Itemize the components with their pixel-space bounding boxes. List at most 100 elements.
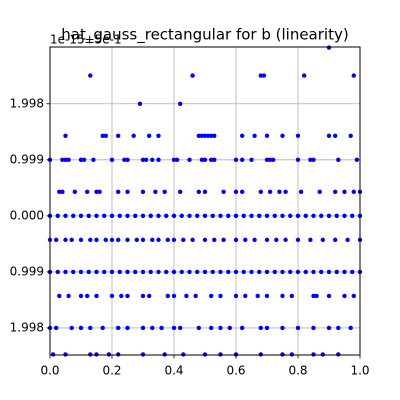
point xyxy=(78,157,84,163)
point xyxy=(91,157,96,163)
point xyxy=(187,157,192,163)
point xyxy=(243,237,248,243)
point xyxy=(165,293,170,299)
point xyxy=(342,269,347,275)
point xyxy=(354,157,360,163)
point xyxy=(350,269,355,275)
point xyxy=(174,157,180,163)
offset-text: 1e-15+5e-1 xyxy=(50,33,122,47)
point xyxy=(333,237,338,243)
point xyxy=(125,293,130,299)
point xyxy=(257,269,262,275)
point xyxy=(179,269,184,275)
point xyxy=(102,213,107,219)
point xyxy=(336,325,341,331)
point xyxy=(264,293,270,299)
point xyxy=(303,269,308,275)
point xyxy=(116,189,121,195)
point xyxy=(184,293,189,299)
point xyxy=(103,133,109,139)
point xyxy=(150,237,155,243)
point xyxy=(164,269,169,275)
point xyxy=(272,269,277,275)
x-tick-label: 0.2 xyxy=(102,364,121,378)
point xyxy=(150,325,155,331)
point xyxy=(212,157,217,163)
point xyxy=(153,189,158,195)
y-tick-label: 0.999 xyxy=(10,264,44,278)
point xyxy=(140,352,146,357)
point xyxy=(171,325,177,331)
point xyxy=(233,293,239,299)
point xyxy=(106,352,112,357)
point xyxy=(258,352,263,357)
point xyxy=(196,133,201,139)
point xyxy=(78,237,84,243)
ticks: 0.0 0.2 0.4 0.6 0.8 1.0 1.998 0.999 0.000 0.999 1.… xyxy=(10,96,370,377)
point xyxy=(78,213,84,219)
point xyxy=(199,133,205,139)
point xyxy=(289,293,294,299)
point xyxy=(249,269,254,275)
point xyxy=(202,157,208,163)
point xyxy=(85,293,90,299)
axes-frame xyxy=(49,46,361,356)
point xyxy=(54,325,59,331)
point xyxy=(81,157,87,163)
point xyxy=(240,189,245,195)
point xyxy=(103,237,109,243)
point xyxy=(233,157,239,163)
point xyxy=(240,325,245,331)
point xyxy=(159,325,164,331)
point xyxy=(71,269,76,275)
point xyxy=(57,293,62,299)
point xyxy=(336,157,341,163)
point xyxy=(280,325,285,331)
point xyxy=(326,269,332,275)
point xyxy=(311,157,316,163)
point xyxy=(54,237,59,243)
point xyxy=(94,293,99,299)
point xyxy=(233,352,239,357)
point xyxy=(233,269,239,275)
point xyxy=(258,189,263,195)
point xyxy=(264,237,270,243)
point xyxy=(109,293,115,299)
point xyxy=(102,269,107,275)
point xyxy=(218,269,223,275)
point xyxy=(193,293,198,299)
point xyxy=(63,269,68,275)
point xyxy=(342,213,347,219)
point xyxy=(60,189,65,195)
point xyxy=(311,269,316,275)
point xyxy=(202,352,208,357)
marks xyxy=(47,45,363,357)
point xyxy=(348,325,353,331)
point xyxy=(78,325,84,331)
point xyxy=(187,213,192,219)
point xyxy=(317,189,322,195)
point xyxy=(86,269,91,275)
point xyxy=(156,213,161,219)
point xyxy=(94,213,99,219)
point xyxy=(156,237,161,243)
point xyxy=(350,213,355,219)
point xyxy=(277,189,282,195)
point xyxy=(233,237,239,243)
point xyxy=(50,352,56,357)
point xyxy=(171,269,177,275)
point xyxy=(210,269,215,275)
point xyxy=(86,213,91,219)
point xyxy=(257,213,262,219)
point xyxy=(116,133,121,139)
point xyxy=(57,189,62,195)
point xyxy=(171,237,177,243)
point xyxy=(264,133,270,139)
point xyxy=(233,189,239,195)
point xyxy=(298,189,304,195)
point xyxy=(140,213,146,219)
point xyxy=(140,189,146,195)
point xyxy=(243,293,248,299)
point xyxy=(63,157,68,163)
